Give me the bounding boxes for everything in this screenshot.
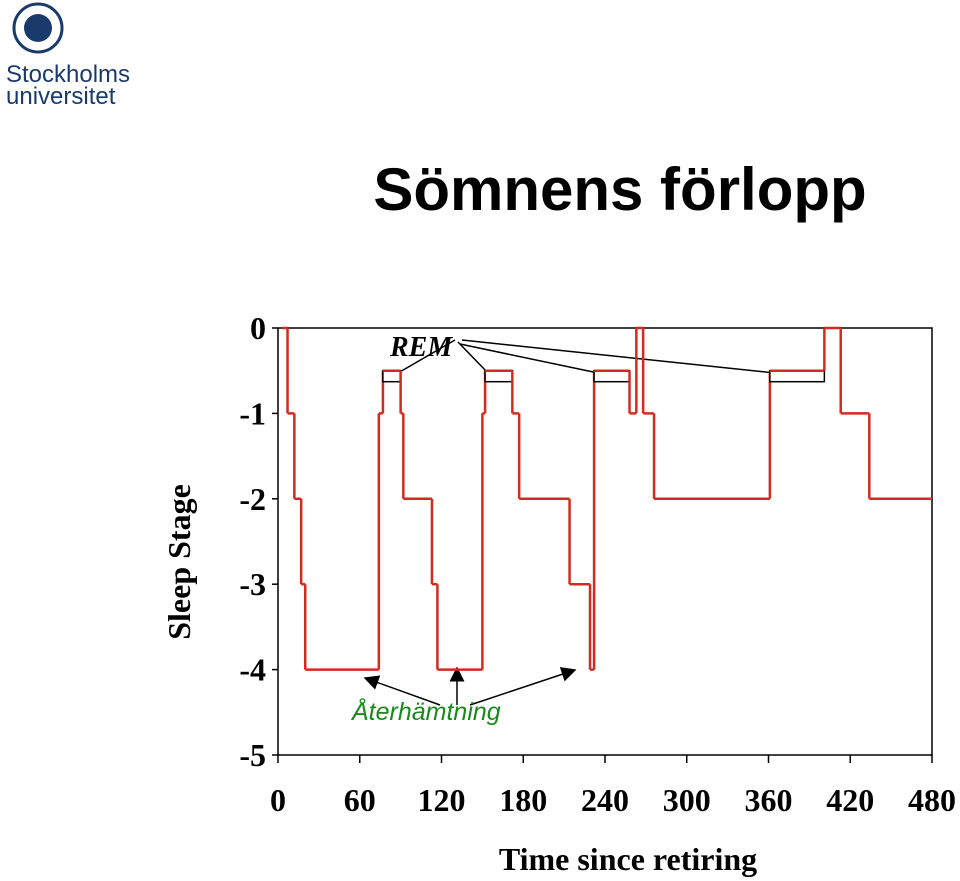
y-tick-label: -4 bbox=[239, 652, 266, 688]
pointer bbox=[461, 339, 776, 374]
arrow bbox=[363, 675, 441, 706]
slide-title: Sömnens förlopp bbox=[373, 156, 866, 223]
x-tick-label: 300 bbox=[663, 782, 711, 818]
x-tick-label: 480 bbox=[908, 782, 956, 818]
arrow bbox=[469, 667, 577, 706]
x-tick-label: 0 bbox=[270, 782, 286, 818]
x-tick-label: 420 bbox=[826, 782, 874, 818]
recovery-label: Återhämtning bbox=[350, 696, 501, 726]
x-tick-label: 240 bbox=[581, 782, 629, 818]
logo-text: universitet bbox=[6, 83, 116, 110]
y-tick-label: -1 bbox=[239, 395, 266, 431]
plot-frame bbox=[277, 327, 933, 756]
x-tick-label: 120 bbox=[418, 782, 466, 818]
x-tick-label: 360 bbox=[745, 782, 793, 818]
rem-pointers bbox=[397, 339, 776, 374]
y-tick-label: -2 bbox=[239, 481, 266, 517]
y-axis-label: Sleep Stage bbox=[161, 484, 197, 640]
recovery-arrows bbox=[363, 666, 577, 706]
pointer bbox=[459, 343, 599, 374]
rem-bar bbox=[484, 369, 514, 383]
y-tick-label: 0 bbox=[250, 310, 266, 346]
rem-bar bbox=[769, 369, 826, 383]
rem-bar bbox=[593, 369, 631, 383]
rem-label: REM bbox=[389, 332, 453, 363]
x-axis-label: Time since retiring bbox=[499, 841, 757, 877]
logo-emblem bbox=[24, 14, 52, 42]
logo-text: Stockholms bbox=[6, 61, 130, 88]
y-tick-label: -5 bbox=[239, 737, 266, 773]
pointer bbox=[457, 341, 489, 374]
x-tick-label: 180 bbox=[499, 782, 547, 818]
pointer bbox=[397, 339, 456, 374]
x-tick-label: 60 bbox=[344, 782, 376, 818]
y-tick-label: -3 bbox=[239, 566, 266, 602]
logo-emblem bbox=[12, 2, 64, 54]
rem-bar bbox=[382, 369, 402, 383]
logo: Stockholms universitet bbox=[6, 2, 130, 110]
